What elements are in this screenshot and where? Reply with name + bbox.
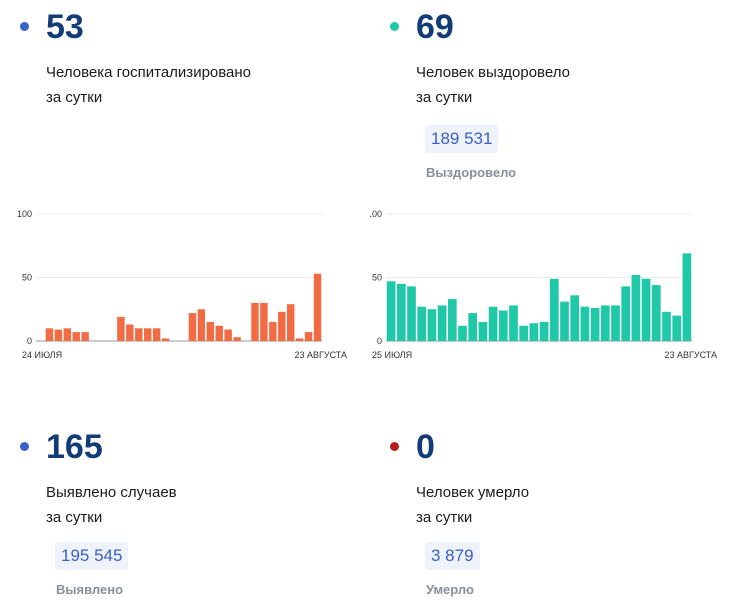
chart-bar <box>188 313 197 341</box>
chart-bar <box>509 305 518 341</box>
chart-bar <box>251 302 259 341</box>
chart-bar <box>144 328 152 341</box>
chart-bar <box>458 325 467 341</box>
stat-cases: 165 Выявлено случаев за сутки 195 545 Вы… <box>0 420 370 600</box>
cases-dot-icon <box>20 442 29 451</box>
chart-bar <box>126 324 134 341</box>
chart-bar <box>488 306 498 341</box>
chart-bar <box>580 306 590 341</box>
chart-bar <box>437 305 447 341</box>
chart-bar <box>63 328 71 341</box>
chart-bar <box>197 309 206 341</box>
chart-bar <box>407 286 416 341</box>
chart-bar <box>295 338 304 341</box>
hospitalized-line1: Человека госпитализировано <box>46 64 252 81</box>
chart-bar <box>549 278 559 341</box>
chart-bar <box>386 281 396 341</box>
cases-line2: за сутки <box>46 509 103 526</box>
recovered-total-badge: 189 531 <box>425 125 499 153</box>
cases-total-label: Выявлено <box>56 582 124 597</box>
deaths-dot-icon <box>390 442 399 451</box>
deaths-total-badge: 3 879 <box>425 542 480 570</box>
chart-bar <box>396 283 406 341</box>
recovered-line2: за сутки <box>416 89 473 106</box>
cases-total-badge: 195 545 <box>55 542 129 570</box>
chart-bar <box>161 338 170 341</box>
chart-bar <box>427 309 437 341</box>
recovered-total-label: Выздоровело <box>426 165 517 180</box>
x-end-label: 23 АВГУСТА <box>294 350 347 360</box>
chart-bar <box>81 332 89 341</box>
chart-bar <box>631 274 641 341</box>
chart-bar <box>447 299 457 341</box>
chart-bar <box>498 310 508 341</box>
chart-bar <box>478 321 488 341</box>
chart-bar <box>621 286 631 341</box>
chart-bar <box>641 278 651 341</box>
deaths-total-label: Умерло <box>426 582 474 597</box>
cases-description: Выявлено случаев за сутки <box>46 480 177 530</box>
cases-line1: Выявлено случаев <box>46 484 177 501</box>
hospitalized-dot-icon <box>20 22 29 31</box>
chart-bar <box>560 301 569 341</box>
stat-recovered: 69 Человек выздоровело за сутки 189 531 … <box>370 0 743 200</box>
chart-bar <box>682 253 692 341</box>
hospitalized-description: Человека госпитализировано за сутки <box>46 60 251 110</box>
y-tick-label: 50 <box>372 273 382 283</box>
chart-bar <box>417 306 427 341</box>
stat-deaths: 0 Человек умерло за сутки 3 879 Умерло <box>370 420 743 600</box>
chart-bar <box>662 311 671 341</box>
y-tick-label: 0 <box>27 336 32 346</box>
deaths-value: 0 <box>416 428 435 466</box>
chart-bar <box>54 329 63 341</box>
chart-bar <box>519 325 529 341</box>
chart-bar <box>304 332 313 341</box>
deaths-line1: Человек умерло <box>416 484 530 501</box>
chart-bar <box>260 302 268 341</box>
chart-bar <box>206 321 214 341</box>
chart-bar <box>468 313 478 341</box>
deaths-line2: за сутки <box>416 509 473 526</box>
chart-bar <box>529 323 539 341</box>
chart-bar <box>287 304 295 341</box>
chart-bar <box>224 329 232 341</box>
chart-bar <box>45 328 54 341</box>
chart-bar <box>72 332 80 341</box>
x-start-label: 25 ИЮЛЯ <box>372 350 412 360</box>
chart-bar <box>313 273 322 341</box>
chart-recovered: 0 50 100 25 ИЮЛЯ 23 АВГУСТА <box>370 209 717 360</box>
chart-bar <box>600 305 610 341</box>
y-tick-label: 100 <box>370 209 382 219</box>
chart-bar <box>611 305 620 341</box>
recovered-line1: Человек выздоровело <box>416 64 570 81</box>
cases-value: 165 <box>46 428 103 466</box>
chart-bar <box>269 321 277 341</box>
chart-bar <box>233 337 241 341</box>
chart-hospitalized: 0 50 100 24 ИЮЛЯ 23 АВГУСТА <box>17 209 347 360</box>
chart-bar <box>590 307 600 341</box>
chart-bar <box>135 328 143 341</box>
chart-bar <box>117 316 125 341</box>
chart-bar <box>570 295 580 341</box>
y-tick-label: 100 <box>17 209 32 219</box>
y-tick-label: 0 <box>377 336 382 346</box>
hospitalized-line2: за сутки <box>46 89 103 106</box>
chart-bar <box>651 285 661 341</box>
x-start-label: 24 ИЮЛЯ <box>22 350 62 360</box>
chart-bar <box>672 315 682 341</box>
chart-bar <box>152 328 161 341</box>
y-tick-label: 50 <box>22 273 32 283</box>
recovered-value: 69 <box>416 8 454 46</box>
x-end-label: 23 АВГУСТА <box>664 350 717 360</box>
chart-bar <box>278 311 286 341</box>
chart-bar <box>215 325 223 341</box>
chart-bar <box>539 321 549 341</box>
recovered-dot-icon <box>390 22 399 31</box>
recovered-description: Человек выздоровело за сутки <box>416 60 570 110</box>
deaths-description: Человек умерло за сутки <box>416 480 529 530</box>
hospitalized-value: 53 <box>46 8 84 46</box>
stat-hospitalized: 53 Человека госпитализировано за сутки <box>0 0 370 200</box>
